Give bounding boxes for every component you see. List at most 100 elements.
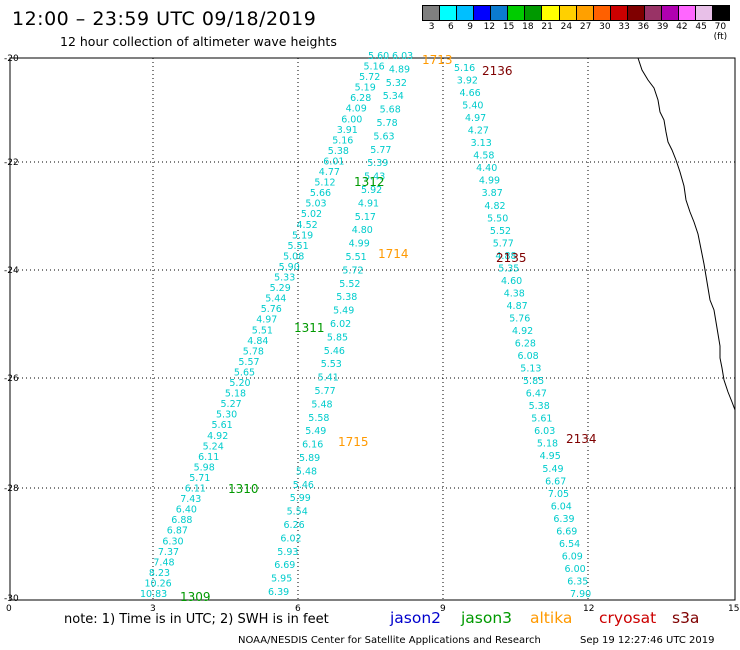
wave-height-value: 4.80: [352, 225, 373, 236]
wave-height-value: 4.52: [297, 220, 318, 231]
wave-height-value: 6.03: [392, 51, 413, 62]
wave-height-value: 4.27: [468, 126, 489, 137]
wave-height-value: 6.67: [545, 476, 566, 487]
lat-label: -22: [4, 158, 19, 168]
wave-height-value: 4.99: [479, 176, 500, 187]
wave-height-value: 5.18: [537, 439, 558, 450]
wave-height-value: 6.54: [559, 539, 580, 550]
wave-height-value: 4.66: [460, 88, 481, 99]
wave-height-value: 6.28: [515, 339, 536, 350]
wave-height-value: 10.26: [145, 579, 172, 590]
wave-height-value: 5.08: [283, 251, 304, 262]
wave-height-value: 5.43: [364, 172, 385, 183]
wave-height-value: 4.84: [247, 336, 268, 347]
wave-height-value: 6.39: [268, 587, 289, 598]
color-swatch: [644, 6, 662, 20]
wave-height-value: 5.68: [380, 105, 401, 116]
wave-height-value: 5.78: [377, 118, 398, 129]
wave-height-value: 5.16: [454, 63, 475, 74]
wave-height-value: 5.02: [301, 209, 322, 220]
wave-height-value: 5.38: [336, 292, 357, 303]
wave-height-value: 5.38: [328, 146, 349, 157]
wave-height-value: 5.78: [243, 346, 264, 357]
wave-height-value: 4.82: [484, 201, 505, 212]
wave-height-value: 6.16: [302, 440, 323, 451]
wave-height-value: 5.60: [368, 51, 389, 62]
wave-height-value: 6.87: [167, 526, 188, 537]
lat-label: -26: [4, 374, 19, 384]
wave-height-value: 5.49: [542, 464, 563, 475]
wave-height-value: 5.19: [292, 230, 313, 241]
color-swatch: [491, 6, 509, 20]
lat-label: -20: [4, 54, 19, 64]
wave-height-value: 7.43: [180, 494, 201, 505]
scale-label: 39: [656, 22, 669, 32]
wave-height-value: 5.54: [287, 507, 308, 518]
wave-height-value: 7.37: [158, 547, 179, 558]
wave-height-value: 5.33: [274, 273, 295, 284]
wave-height-value: 5.16: [364, 62, 385, 73]
satellite-jason3: jason3: [461, 609, 513, 627]
pass-number-label: 2135: [496, 251, 527, 265]
wave-height-value: 6.88: [171, 515, 192, 526]
wave-height-value: 5.16: [332, 135, 353, 146]
wave-height-value: 5.66: [310, 188, 331, 199]
wave-height-value: 5.92: [361, 185, 382, 196]
color-swatch: [474, 6, 492, 20]
color-swatch: [627, 6, 645, 20]
wave-height-value: 5.77: [315, 386, 336, 397]
scale-label: 18: [522, 22, 534, 32]
wave-height-value: 5.85: [327, 332, 348, 343]
credit-line: NOAA/NESDIS Center for Satellite Applica…: [238, 635, 541, 646]
wave-height-value: 6.11: [185, 484, 206, 495]
generated-timestamp: Sep 19 12:27:46 UTC 2019: [580, 635, 715, 646]
wave-height-value: 5.38: [529, 401, 550, 412]
wave-height-value: 7.90: [570, 589, 591, 600]
wave-height-value: 4.97: [256, 315, 277, 326]
color-swatch: [508, 6, 526, 20]
page-subtitle: 12 hour collection of altimeter wave hei…: [60, 34, 337, 49]
wave-height-value: 6.01: [323, 157, 344, 168]
wave-height-value: 5.53: [321, 359, 342, 370]
wave-height-value: 5.85: [523, 376, 544, 387]
wave-height-value: 5.90: [279, 262, 300, 273]
wave-height-value: 5.18: [225, 389, 246, 400]
pass-number-label: 1312: [354, 175, 385, 189]
wave-height-value: 6.00: [341, 114, 362, 125]
wave-height-value: 5.98: [194, 462, 215, 473]
satellite-s3a: s3a: [672, 609, 700, 627]
wave-height-value: 5.46: [324, 346, 345, 357]
wave-height-tracks: 5.605.165.725.196.284.096.003.915.165.38…: [140, 51, 591, 600]
wave-height-value: 5.24: [203, 441, 224, 452]
wave-height-value: 4.95: [540, 451, 561, 462]
wave-height-value: 6.69: [556, 526, 577, 537]
wave-height-value: 5.58: [308, 413, 329, 424]
color-swatch: [593, 6, 611, 20]
wave-height-value: 5.12: [314, 178, 335, 189]
wave-height-value: 4.40: [476, 163, 497, 174]
wave-height-value: 6.00: [565, 564, 586, 575]
wave-height-value: 3.91: [337, 125, 358, 136]
wave-height-value: 3.13: [471, 138, 492, 149]
wave-height-value: 5.49: [333, 306, 354, 317]
map-grid: [9, 57, 736, 601]
wave-height-value: 4.38: [504, 288, 525, 299]
wave-height-value: 6.35: [567, 577, 588, 588]
lon-label: 0: [6, 604, 12, 614]
wave-height-value: 5.61: [212, 420, 233, 431]
color-swatch: [559, 6, 577, 20]
wave-height-value: 6.02: [280, 533, 301, 544]
wave-height-value: 10.83: [140, 589, 167, 600]
scale-label: 70 (ft): [713, 22, 728, 42]
wave-height-value: 5.77: [370, 145, 391, 156]
wave-height-value: 5.61: [531, 414, 552, 425]
pass-number-label: 1715: [338, 435, 369, 449]
wave-height-value: 5.03: [305, 199, 326, 210]
wave-height-value: 5.57: [238, 357, 259, 368]
wave-height-value: 7.05: [548, 489, 569, 500]
wave-height-value: 5.48: [311, 399, 332, 410]
wave-height-value: 5.27: [221, 399, 242, 410]
pass-number-label: 2136: [482, 64, 513, 78]
wave-height-value: 5.52: [490, 226, 511, 237]
